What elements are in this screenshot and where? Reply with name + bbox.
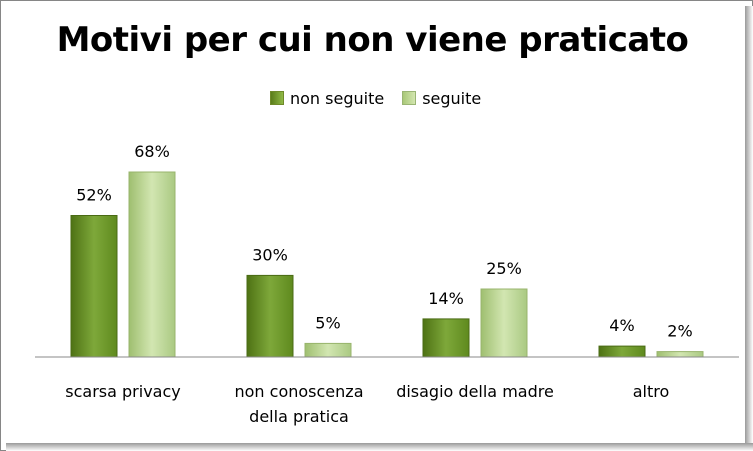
frame-shadow <box>745 6 753 451</box>
data-label: 14% <box>428 289 464 308</box>
bar-seguite-2 <box>480 288 528 358</box>
bar-non-seguite-3 <box>598 345 646 358</box>
legend-swatch <box>270 91 284 105</box>
category-label: altro <box>633 382 670 401</box>
bar-non-seguite-0 <box>70 215 118 358</box>
chart-title: Motivi per cui non viene praticato <box>56 20 689 60</box>
legend-item-non-seguite: non seguite <box>270 89 384 108</box>
category-label: della pratica <box>249 407 349 426</box>
legend-item-seguite: seguite <box>402 89 481 108</box>
data-label: 2% <box>667 322 692 341</box>
legend-swatch <box>402 91 417 105</box>
category-label: scarsa privacy <box>65 382 180 401</box>
bar-seguite-1 <box>304 342 352 358</box>
bar-seguite-0 <box>128 171 176 358</box>
frame-shadow <box>6 443 753 451</box>
category-label: disagio della madre <box>396 382 554 401</box>
data-label: 52% <box>76 186 112 205</box>
legend-label: seguite <box>422 88 482 108</box>
data-label: 68% <box>134 142 170 161</box>
category-label: non conoscenza <box>235 382 364 401</box>
bar-seguite-3 <box>656 351 704 358</box>
legend-label: non seguite <box>290 88 385 108</box>
bar-non-seguite-2 <box>422 318 470 358</box>
data-label: 30% <box>252 245 288 264</box>
data-label: 25% <box>486 259 522 278</box>
legend: non seguite seguite <box>270 88 481 108</box>
data-label: 4% <box>609 316 634 335</box>
data-label: 5% <box>315 313 340 332</box>
bar-non-seguite-1 <box>246 274 294 358</box>
